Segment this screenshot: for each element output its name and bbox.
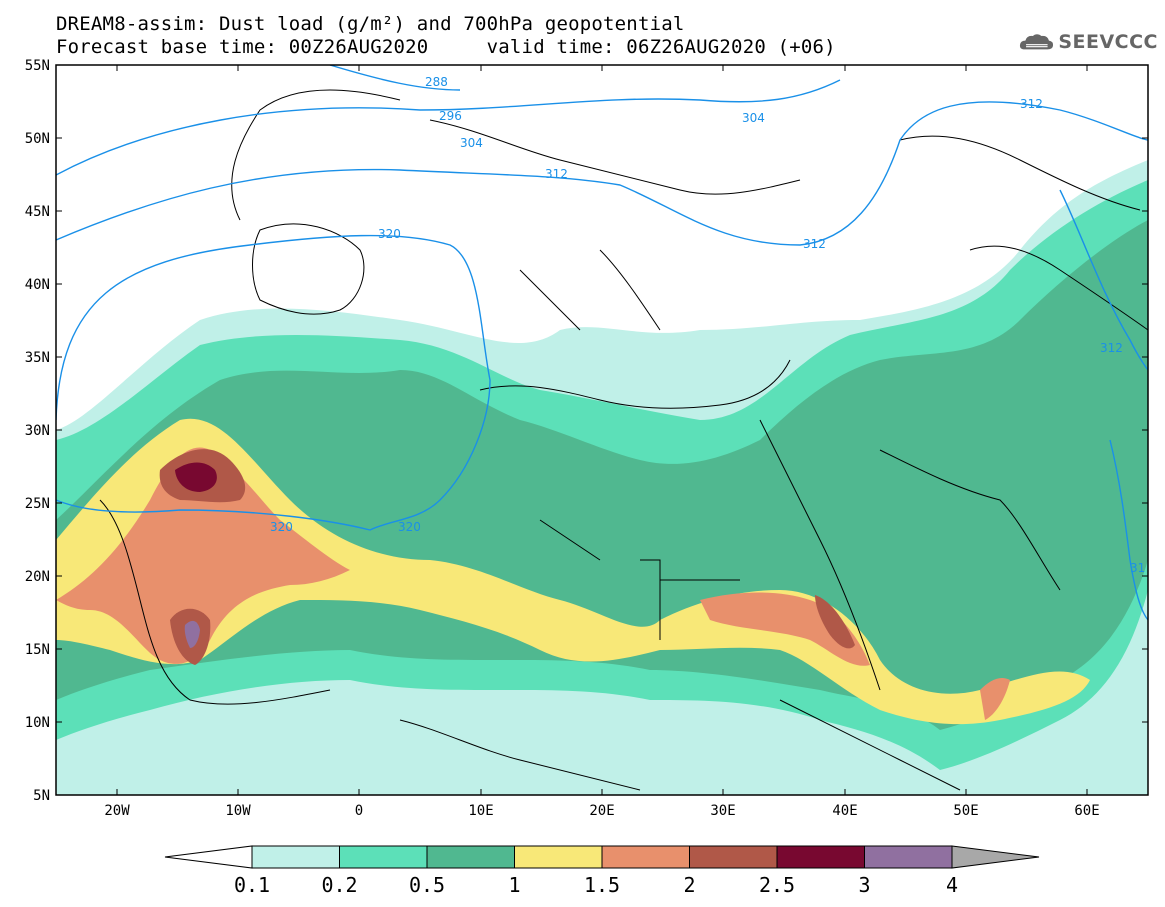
lat-tick-label: 45N xyxy=(25,204,50,220)
contour-label: 320 xyxy=(398,520,421,534)
colorbar: 0.1 0.2 0.5 1 1.5 2 2.5 3 4 xyxy=(164,845,1040,897)
lon-axis: 20W 10W 0 10E 20E 30E 40E 50E 60E xyxy=(104,803,1099,819)
colorbar-label: 2 xyxy=(683,873,695,897)
contour-label: 304 xyxy=(460,136,483,150)
lat-axis: 55N 50N 45N 40N 35N 30N 25N 20N 15N 10N … xyxy=(25,58,50,804)
contour-labels: 288 296 304 304 312 312 312 320 320 320 … xyxy=(270,75,1145,575)
colorbar-swatch xyxy=(864,845,953,869)
colorbar-label: 3 xyxy=(858,873,870,897)
lat-tick-label: 10N xyxy=(25,715,50,731)
lon-tick-label: 0 xyxy=(355,803,363,819)
colorbar-swatch xyxy=(776,845,865,869)
lat-tick-label: 25N xyxy=(25,496,50,512)
lat-tick-label: 50N xyxy=(25,131,50,147)
contour-label: 288 xyxy=(425,75,448,89)
colorbar-label: 4 xyxy=(946,873,958,897)
dust-fields xyxy=(56,160,1148,795)
colorbar-label: 0.5 xyxy=(409,873,445,897)
forecast-time: Forecast base time: 00Z26AUG2020 valid t… xyxy=(56,36,836,58)
lon-tick-label: 20W xyxy=(104,803,130,819)
map-title: DREAM8-assim: Dust load (g/m²) and 700hP… xyxy=(56,13,685,35)
contour-label: 312 xyxy=(1100,341,1123,355)
colorbar-label: 0.1 xyxy=(234,873,270,897)
lat-tick-label: 35N xyxy=(25,350,50,366)
colorbar-label: 1 xyxy=(508,873,520,897)
colorbar-swatch xyxy=(426,845,515,869)
lon-tick-label: 50E xyxy=(953,803,978,819)
contour-label: 304 xyxy=(742,111,765,125)
cloud-logo-icon xyxy=(1019,34,1054,50)
colorbar-label: 2.5 xyxy=(759,873,795,897)
logo-text: SEEVCCC xyxy=(1058,31,1158,53)
coastlines xyxy=(99,89,1148,791)
colorbar-swatch xyxy=(689,845,778,869)
lat-tick-label: 5N xyxy=(33,788,50,804)
lon-tick-label: 20E xyxy=(589,803,614,819)
contour-label: 296 xyxy=(439,109,462,123)
colorbar-over-arrow xyxy=(951,845,1040,869)
colorbar-label: 1.5 xyxy=(584,873,620,897)
lon-tick-label: 60E xyxy=(1074,803,1099,819)
colorbar-label: 0.2 xyxy=(321,873,357,897)
lat-tick-label: 55N xyxy=(25,58,50,74)
lon-tick-label: 40E xyxy=(832,803,857,819)
colorbar-swatch xyxy=(251,845,340,869)
lat-tick-label: 30N xyxy=(25,423,50,439)
seevccc-logo: SEEVCCC xyxy=(1018,25,1158,59)
colorbar-swatch xyxy=(601,845,690,869)
colorbar-swatch xyxy=(339,845,428,869)
contour-label: 320 xyxy=(270,520,293,534)
contour-label: 31 xyxy=(1130,561,1145,575)
lon-tick-label: 30E xyxy=(710,803,735,819)
tick-marks xyxy=(56,64,1148,796)
contour-label: 320 xyxy=(378,227,401,241)
lat-tick-label: 15N xyxy=(25,642,50,658)
lat-tick-label: 40N xyxy=(25,277,50,293)
colorbar-swatch xyxy=(514,845,603,869)
contour-label: 312 xyxy=(803,237,826,251)
lon-tick-label: 10E xyxy=(468,803,493,819)
lon-tick-label: 10W xyxy=(225,803,251,819)
contour-label: 312 xyxy=(545,167,568,181)
lat-tick-label: 20N xyxy=(25,569,50,585)
colorbar-under-arrow xyxy=(164,845,253,869)
contour-label: 312 xyxy=(1020,97,1043,111)
geopotential-contours xyxy=(56,65,1148,621)
